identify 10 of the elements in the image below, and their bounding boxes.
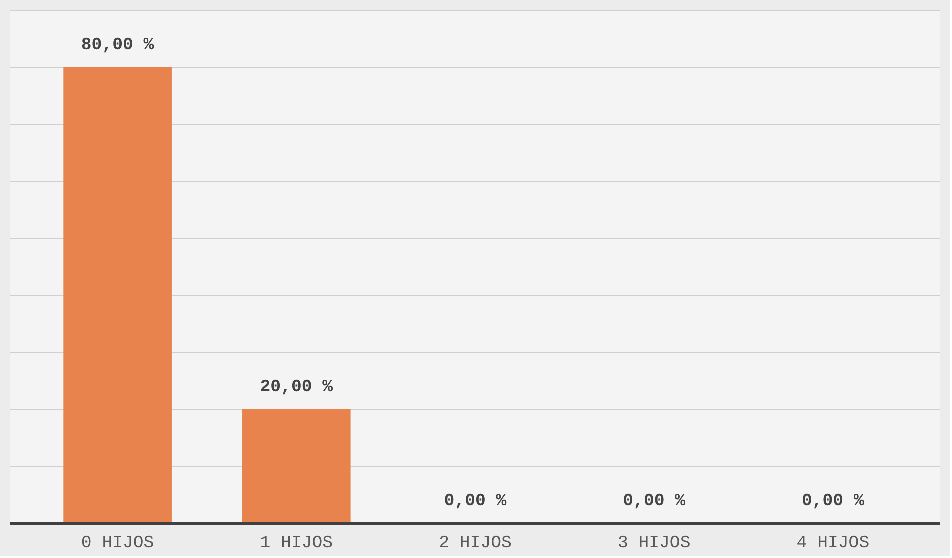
data-label: 0,00 % — [444, 492, 508, 512]
x-tick-label: 3 HIJOS — [618, 534, 691, 554]
x-tick-label: 1 HIJOS — [260, 534, 334, 554]
x-tick-label: 0 HIJOS — [81, 534, 154, 554]
data-label: 80,00 % — [81, 36, 155, 56]
x-tick-label: 4 HIJOS — [796, 534, 870, 554]
data-label: 0,00 % — [802, 492, 865, 512]
data-label: 20,00 % — [260, 378, 334, 398]
x-tick-label: 2 HIJOS — [439, 534, 512, 554]
data-label: 0,00 % — [623, 492, 686, 512]
